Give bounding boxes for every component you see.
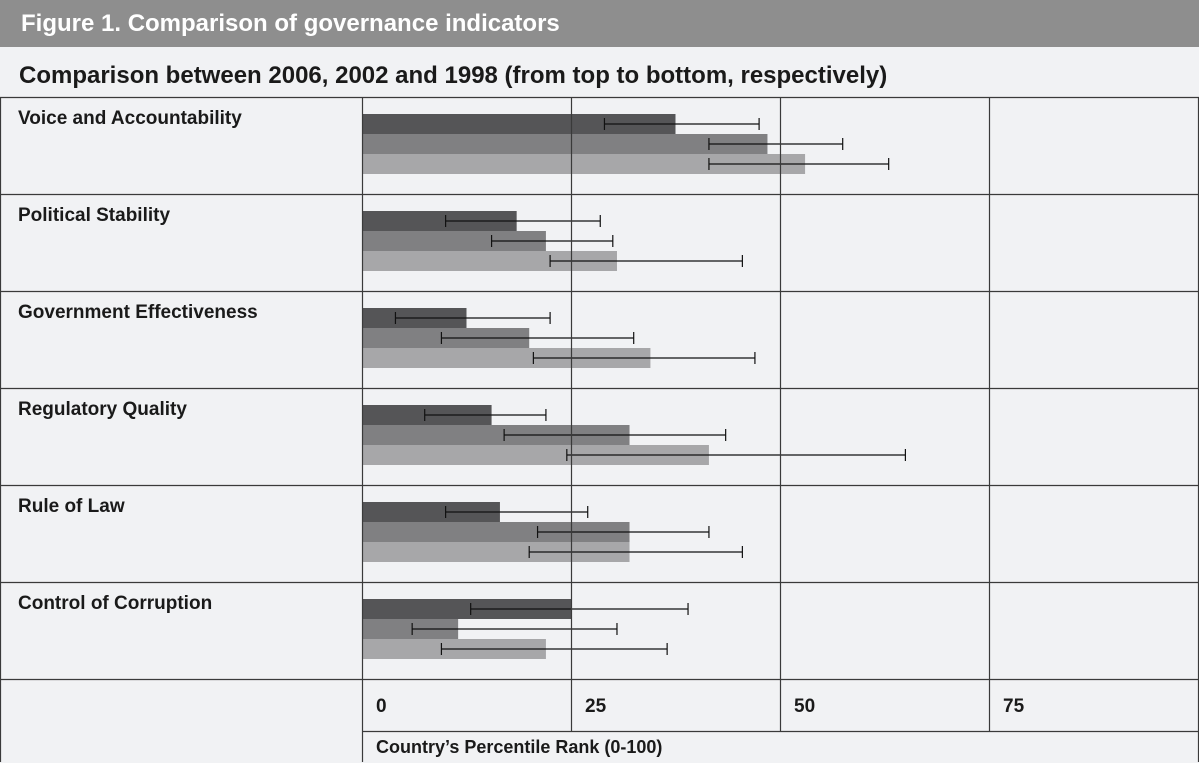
x-tick-label-75: 75 bbox=[1003, 696, 1025, 717]
bar-2002-4 bbox=[362, 425, 630, 445]
indicator-label-1: Voice and Accountability bbox=[18, 108, 242, 129]
error-bar-1998-4 bbox=[566, 449, 907, 461]
bar-1998-2 bbox=[362, 251, 617, 271]
error-bar-2002-6 bbox=[411, 623, 618, 635]
bar-1998-1 bbox=[362, 154, 806, 174]
error-bar-1998-1 bbox=[708, 158, 890, 170]
error-bar-2002-5 bbox=[536, 526, 710, 538]
bar-2006-1 bbox=[362, 114, 676, 134]
chart-subtitle: Comparison between 2006, 2002 and 1998 (… bbox=[19, 62, 888, 89]
x-tick-label-25: 25 bbox=[585, 696, 607, 717]
bar-2002-1 bbox=[362, 134, 768, 154]
error-bar-2006-1 bbox=[603, 118, 760, 130]
error-bar-1998-6 bbox=[440, 643, 668, 655]
error-bar-2006-5 bbox=[445, 506, 589, 518]
error-bar-1998-2 bbox=[549, 255, 743, 267]
indicator-label-2: Political Stability bbox=[18, 205, 170, 226]
bar-2002-5 bbox=[362, 522, 630, 542]
error-bar-2002-4 bbox=[503, 429, 727, 441]
indicator-label-6: Control of Corruption bbox=[18, 593, 212, 614]
error-bar-2006-6 bbox=[470, 603, 689, 615]
indicator-label-4: Regulatory Quality bbox=[18, 399, 187, 420]
error-bar-1998-3 bbox=[532, 352, 756, 364]
bar-1998-3 bbox=[362, 348, 651, 368]
error-bar-2006-4 bbox=[424, 409, 547, 421]
error-bar-2002-2 bbox=[490, 235, 614, 247]
error-bar-1998-5 bbox=[528, 546, 743, 558]
bar-1998-4 bbox=[362, 445, 709, 465]
indicator-label-5: Rule of Law bbox=[18, 496, 125, 517]
x-tick-label-50: 50 bbox=[794, 696, 815, 717]
error-bar-2002-3 bbox=[440, 332, 635, 344]
indicator-label-3: Government Effectiveness bbox=[18, 302, 258, 323]
x-axis-title: Country’s Percentile Rank (0-100) bbox=[376, 737, 662, 757]
error-bar-2002-1 bbox=[708, 138, 844, 150]
error-bar-2006-2 bbox=[445, 215, 601, 227]
bar-1998-5 bbox=[362, 542, 630, 562]
bar-2006-2 bbox=[362, 211, 517, 231]
bar-2002-2 bbox=[362, 231, 546, 251]
bar-2002-6 bbox=[362, 619, 459, 639]
bar-2006-6 bbox=[362, 599, 571, 619]
error-bar-2006-3 bbox=[394, 312, 551, 324]
figure-header: Figure 1. Comparison of governance indic… bbox=[0, 0, 1199, 47]
x-tick-label-0: 0 bbox=[376, 696, 387, 717]
bar-2006-5 bbox=[362, 502, 500, 522]
